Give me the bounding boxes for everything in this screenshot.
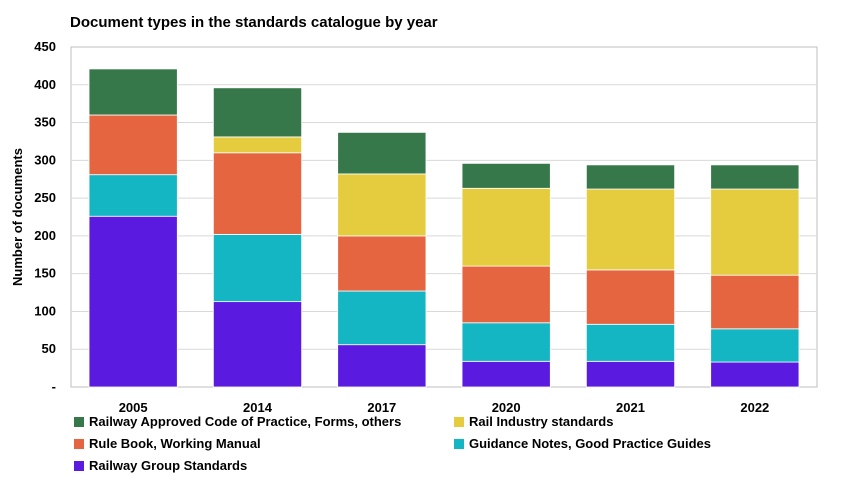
y-tick-labels: - 50 100 150 200 250 300 350 400 450 xyxy=(34,39,56,394)
y-tick-label: 400 xyxy=(34,77,56,92)
y-tick-label: 200 xyxy=(34,228,56,243)
bar-segment xyxy=(88,114,178,176)
bar-segment xyxy=(710,188,800,276)
bar-segment xyxy=(710,361,800,388)
legend-swatch xyxy=(74,416,84,427)
y-tick-label: 450 xyxy=(34,39,56,54)
bar-segment xyxy=(337,290,427,346)
bar-segment xyxy=(585,188,676,271)
bar-segment xyxy=(461,187,551,267)
y-tick-label: 50 xyxy=(42,341,56,356)
bar-segment xyxy=(212,152,303,235)
bar-segment xyxy=(585,360,676,388)
x-tick-label: 2020 xyxy=(492,400,521,415)
bar-segment xyxy=(461,322,551,362)
bar-segment xyxy=(461,360,551,388)
legend-label: Guidance Notes, Good Practice Guides xyxy=(469,436,712,451)
bar-segment xyxy=(88,174,178,217)
legend-label: Rail Industry standards xyxy=(469,414,614,429)
bar-segment xyxy=(585,269,676,325)
bar-segment xyxy=(212,233,303,303)
legend-swatch xyxy=(74,438,84,449)
legend-swatch xyxy=(454,438,464,449)
legend-item-ris: Rail Industry standards xyxy=(454,414,613,429)
y-tick-label: 250 xyxy=(34,190,56,205)
legend-swatch xyxy=(74,460,84,471)
y-tick-label: 100 xyxy=(34,303,56,318)
bar-segment xyxy=(585,323,676,362)
y-tick-label: 350 xyxy=(34,115,56,130)
bar-segment xyxy=(88,215,178,388)
x-tick-label: 2014 xyxy=(243,400,273,415)
bar-segment xyxy=(337,344,427,388)
legend-label: Railway Approved Code of Practice, Forms… xyxy=(89,414,402,429)
bar-segment xyxy=(710,328,800,363)
bar-segment xyxy=(337,131,427,175)
legend-item-rgs: Railway Group Standards xyxy=(74,458,247,473)
bar-segment xyxy=(212,87,303,138)
chart-title: Document types in the standards catalogu… xyxy=(70,14,438,31)
gridlines xyxy=(71,84,817,350)
bar-segment xyxy=(212,136,303,154)
bar-segment xyxy=(710,164,800,190)
bar-segment xyxy=(337,173,427,237)
bar-segment xyxy=(461,162,551,189)
bar-segment xyxy=(710,274,800,330)
bars xyxy=(88,68,800,388)
bar-segment xyxy=(461,265,551,324)
x-tick-label: 2017 xyxy=(367,400,396,415)
plot-area xyxy=(70,46,818,388)
bar-segment xyxy=(585,164,676,190)
x-tick-label: 2022 xyxy=(740,400,769,415)
bar-segment xyxy=(212,301,303,388)
x-tick-label: 2021 xyxy=(616,400,645,415)
y-tick-label: 300 xyxy=(34,152,56,167)
legend-swatch xyxy=(454,416,464,427)
legend-item-acop: Railway Approved Code of Practice, Forms… xyxy=(74,414,401,429)
y-axis-title: Number of documents xyxy=(10,148,25,286)
legend-label: Railway Group Standards xyxy=(89,458,248,473)
bar-segment xyxy=(88,68,178,116)
y-tick-label: 150 xyxy=(34,266,56,281)
legend-label: Rule Book, Working Manual xyxy=(89,436,261,451)
x-tick-labels: 2005 2014 2017 2020 2021 2022 xyxy=(119,400,770,415)
legend-item-rulebook: Rule Book, Working Manual xyxy=(74,436,261,451)
bar-segment xyxy=(337,235,427,292)
legend-item-guidance: Guidance Notes, Good Practice Guides xyxy=(454,436,711,451)
x-tick-label: 2005 xyxy=(119,400,148,415)
y-tick-label: - xyxy=(52,379,56,394)
